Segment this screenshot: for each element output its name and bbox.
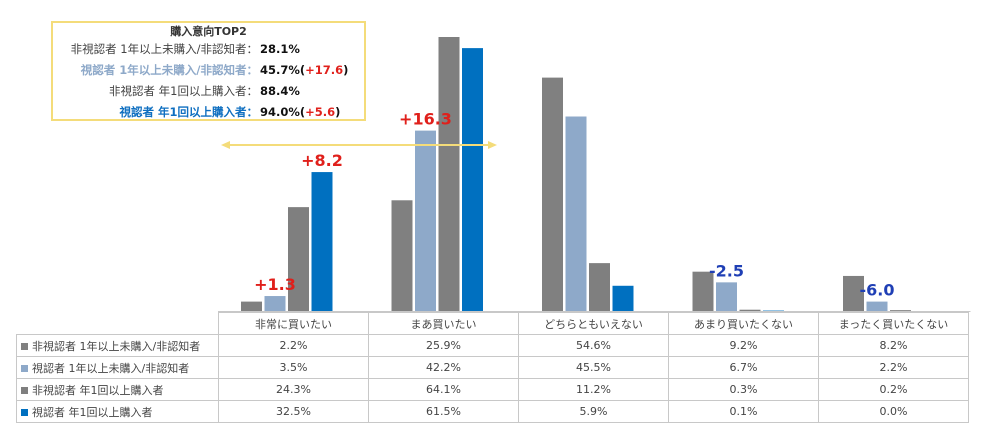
bar [589, 263, 610, 311]
callout-row: 視認者 1年以上未購入/非認知者： 45.7%(+17.6) [53, 60, 364, 81]
callout-row-label: 非視認者 年1回以上購入者： [109, 84, 258, 98]
callout-row-close: ) [335, 105, 341, 119]
bar [264, 296, 286, 311]
table-cell: 64.1% [368, 378, 519, 401]
category-label: あまり買いたくない [668, 312, 819, 335]
arrow-head-left [221, 141, 230, 149]
legend-swatch [21, 408, 28, 416]
table-row: 視認者 1年以上未購入/非認知者 3.5% 42.2% 45.5% 6.7% 2.2% [16, 356, 969, 379]
callout-row-label: 非視認者 1年以上未購入/非認知者： [70, 42, 258, 56]
delta-annotation: +16.3 [399, 110, 452, 129]
bar [692, 271, 714, 311]
category-label: まあ買いたい [368, 312, 519, 335]
bar [241, 301, 262, 311]
legend-swatch [21, 386, 28, 394]
table-cell: 61.5% [368, 400, 519, 423]
series-name: 非視認者 年1回以上購入者 [32, 383, 164, 397]
bar [391, 200, 413, 311]
callout-row-value: 88.4% [260, 84, 300, 98]
table-cell: 8.2% [818, 334, 969, 357]
delta-annotation: -6.0 [860, 281, 895, 300]
bar [415, 130, 436, 311]
callout-row-delta: +5.6 [305, 105, 336, 119]
table-cell: 32.5% [218, 400, 369, 423]
callout-row: 非視認者 1年以上未購入/非認知者： 28.1% [53, 39, 364, 60]
table-cell: 0.2% [818, 378, 969, 401]
table-cell: 25.9% [368, 334, 519, 357]
table-cell: 0.0% [818, 400, 969, 423]
delta-annotation: +8.2 [301, 151, 343, 170]
series-name: 非視認者 1年以上未購入/非認知者 [32, 339, 201, 353]
callout-title: 購入意向TOP2 [170, 25, 247, 38]
category-label: 非常に買いたい [218, 312, 369, 335]
bar [438, 37, 460, 311]
table-cell: 5.9% [518, 400, 669, 423]
bar-chart: +1.3 +8.2 +16.3 -2.5 -6.0 [218, 37, 971, 312]
bar [462, 48, 483, 311]
delta-annotation: +1.3 [254, 275, 296, 294]
series-name: 視認者 年1回以上購入者 [32, 405, 153, 419]
table-cell: 42.2% [368, 356, 519, 379]
arrow-head-right [488, 141, 497, 149]
bar [716, 282, 737, 311]
data-table: 非常に買いたい まあ買いたい どちらともいえない あまり買いたくない まったく買いたくな… [16, 312, 969, 423]
callout-row-value: 45.7%( [260, 63, 306, 77]
category-label: まったく買いたくない [818, 312, 969, 335]
legend-swatch [21, 342, 28, 350]
callout-row-value: 94.0%( [260, 105, 306, 119]
table-row: 非視認者 1年以上未購入/非認知者 2.2% 25.9% 54.6% 9.2% 8.2% [16, 334, 969, 357]
bar [890, 310, 911, 311]
table-cell: 6.7% [668, 356, 819, 379]
table-cell: 24.3% [218, 378, 369, 401]
bar [542, 77, 563, 311]
callout-row-label: 視認者 年1回以上購入者： [119, 105, 258, 119]
table-cell: 9.2% [668, 334, 819, 357]
table-cell: 2.2% [818, 356, 969, 379]
table-row: 視認者 年1回以上購入者 32.5% 61.5% 5.9% 0.1% 0.0% [16, 400, 969, 423]
delta-annotation: -2.5 [709, 261, 744, 280]
bar [866, 301, 888, 311]
category-label: どちらともいえない [518, 312, 669, 335]
callout-row-delta: +17.6 [305, 63, 344, 77]
table-cell: 3.5% [218, 356, 369, 379]
series-name: 視認者 1年以上未購入/非認知者 [32, 361, 190, 375]
bar [612, 285, 634, 311]
table-row: 非視認者 年1回以上購入者 24.3% 64.1% 11.2% 0.3% 0.2% [16, 378, 969, 401]
callout-row-close: ) [343, 63, 349, 77]
table-cell: 45.5% [518, 356, 669, 379]
callout-row: 非視認者 年1回以上購入者： 88.4% [53, 81, 364, 102]
bar [311, 172, 333, 311]
table-cell: 11.2% [518, 378, 669, 401]
table-cell: 0.1% [668, 400, 819, 423]
table-cell: 2.2% [218, 334, 369, 357]
callout-row-label: 視認者 1年以上未購入/非認知者： [80, 63, 258, 77]
table-cell: 54.6% [518, 334, 669, 357]
bar [739, 309, 761, 311]
callout-row: 視認者 年1回以上購入者： 94.0%(+5.6) [53, 102, 364, 123]
legend-swatch [21, 364, 28, 372]
top2-callout: 購入意向TOP2 非視認者 1年以上未購入/非認知者： 28.1% 視認者 1年以上… [51, 21, 366, 121]
bar [288, 207, 309, 311]
bar [843, 275, 864, 311]
bar [565, 116, 587, 311]
callout-row-value: 28.1% [260, 42, 300, 56]
table-cell: 0.3% [668, 378, 819, 401]
